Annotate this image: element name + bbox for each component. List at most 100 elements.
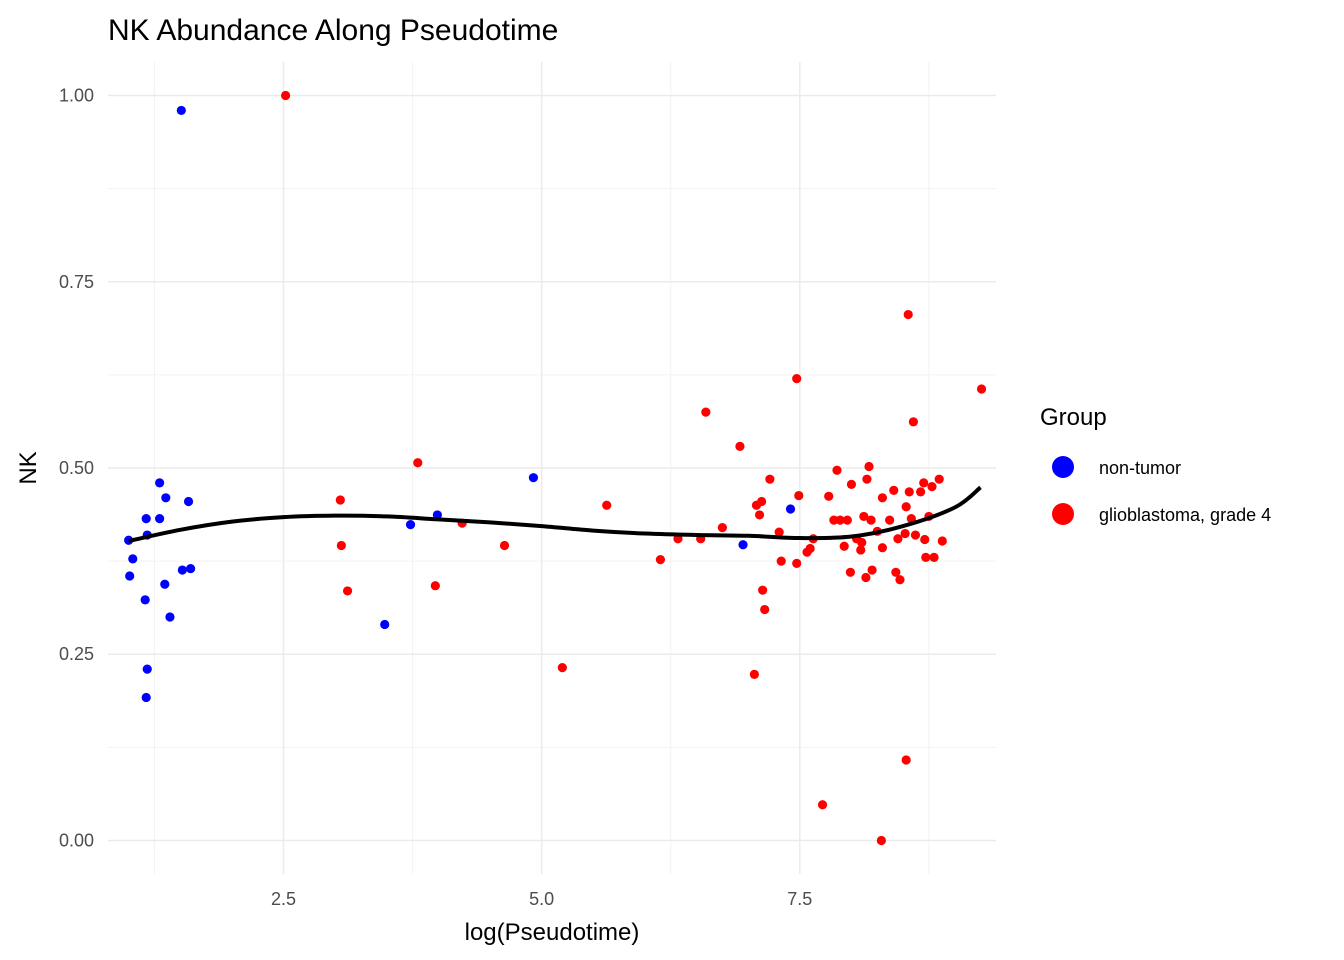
point-glioblastoma xyxy=(908,417,918,427)
point-glioblastoma xyxy=(903,309,913,320)
point-glioblastoma xyxy=(817,800,828,810)
point-glioblastoma xyxy=(934,474,944,484)
point-glioblastoma xyxy=(792,558,802,568)
point-glioblastoma xyxy=(794,490,804,501)
point-glioblastoma xyxy=(842,515,852,525)
grid xyxy=(108,62,996,874)
point-glioblastoma xyxy=(976,384,987,394)
legend-key-non-tumor xyxy=(1052,456,1074,478)
point-non-tumor xyxy=(738,540,748,550)
point-non-tumor xyxy=(405,520,416,530)
legend-label-glioblastoma: glioblastoma, grade 4 xyxy=(1099,505,1271,525)
x-axis-title: log(Pseudotime) xyxy=(465,919,640,946)
point-glioblastoma xyxy=(866,515,876,525)
point-glioblastoma xyxy=(557,663,567,673)
point-non-tumor xyxy=(140,595,150,605)
smooth-trend-line xyxy=(128,485,982,543)
point-non-tumor xyxy=(142,664,152,674)
point-glioblastoma xyxy=(342,586,353,596)
legend-key-glioblastoma xyxy=(1052,503,1074,525)
y-tick-labels: 0.00 0.25 0.50 0.75 1.00 xyxy=(59,86,94,851)
point-glioblastoma xyxy=(921,552,931,562)
point-glioblastoma xyxy=(832,465,842,475)
point-glioblastoma xyxy=(717,522,727,533)
point-glioblastoma xyxy=(857,537,867,548)
legend: Group non-tumor glioblastoma, grade 4 xyxy=(1040,404,1271,525)
y-tick-label: 0.75 xyxy=(59,272,94,292)
y-tick-label: 0.50 xyxy=(59,458,94,478)
point-glioblastoma xyxy=(901,755,911,765)
point-glioblastoma xyxy=(919,478,929,488)
point-glioblastoma xyxy=(839,541,849,551)
point-glioblastoma xyxy=(760,604,770,615)
point-non-tumor xyxy=(161,493,171,503)
point-non-tumor xyxy=(183,496,194,507)
point-glioblastoma xyxy=(929,552,939,562)
y-tick-label: 0.00 xyxy=(59,830,94,850)
point-glioblastoma xyxy=(774,527,784,537)
point-glioblastoma xyxy=(864,461,874,472)
y-tick-label: 0.25 xyxy=(59,644,94,664)
x-tick-label: 2.5 xyxy=(271,889,296,909)
point-glioblastoma xyxy=(920,534,930,545)
point-glioblastoma xyxy=(889,485,899,495)
point-glioblastoma xyxy=(749,669,759,679)
point-glioblastoma xyxy=(893,534,903,544)
point-glioblastoma xyxy=(499,540,510,551)
point-glioblastoma xyxy=(765,474,775,484)
point-glioblastoma xyxy=(910,530,921,540)
point-non-tumor xyxy=(155,478,165,488)
point-glioblastoma xyxy=(805,543,815,554)
x-tick-label: 5.0 xyxy=(529,889,554,909)
point-glioblastoma xyxy=(758,585,768,595)
point-glioblastoma xyxy=(655,555,666,565)
point-non-tumor xyxy=(155,514,165,524)
point-glioblastoma xyxy=(867,565,877,575)
point-glioblastoma xyxy=(900,528,910,539)
point-glioblastoma xyxy=(336,540,346,551)
chart-title: NK Abundance Along Pseudotime xyxy=(108,14,558,47)
point-glioblastoma xyxy=(701,407,711,417)
point-glioblastoma xyxy=(861,572,871,583)
point-glioblastoma xyxy=(835,515,845,525)
point-glioblastoma xyxy=(824,491,834,501)
point-non-tumor xyxy=(125,571,135,581)
point-glioblastoma xyxy=(757,496,767,507)
point-glioblastoma xyxy=(602,500,612,510)
point-glioblastoma xyxy=(776,556,786,566)
y-axis-title: NK xyxy=(15,451,42,484)
point-non-tumor xyxy=(128,554,138,564)
point-glioblastoma xyxy=(856,545,866,555)
point-non-tumor xyxy=(528,473,539,483)
point-glioblastoma xyxy=(877,543,888,553)
point-non-tumor xyxy=(141,692,151,703)
point-non-tumor xyxy=(186,563,196,574)
point-non-tumor xyxy=(176,105,186,116)
x-tick-labels: 2.5 5.0 7.5 xyxy=(271,889,812,909)
point-non-tumor xyxy=(141,514,151,524)
point-non-tumor xyxy=(160,579,170,589)
point-non-tumor xyxy=(380,619,390,630)
point-glioblastoma xyxy=(877,493,888,503)
point-glioblastoma xyxy=(916,487,926,497)
point-non-tumor xyxy=(165,612,175,622)
point-glioblastoma xyxy=(862,474,872,484)
point-glioblastoma xyxy=(413,458,423,468)
point-glioblastoma xyxy=(735,441,745,451)
point-non-tumor xyxy=(177,565,187,575)
point-glioblastoma xyxy=(335,495,345,505)
point-glioblastoma xyxy=(430,581,440,591)
point-glioblastoma xyxy=(281,90,291,101)
point-glioblastoma xyxy=(891,567,901,577)
y-tick-label: 1.00 xyxy=(59,86,94,106)
x-tick-label: 7.5 xyxy=(787,889,812,909)
point-glioblastoma xyxy=(754,510,765,520)
point-glioblastoma xyxy=(895,575,905,585)
legend-title: Group xyxy=(1040,404,1107,431)
point-glioblastoma xyxy=(927,482,937,492)
point-glioblastoma xyxy=(846,479,857,489)
point-glioblastoma xyxy=(792,374,802,384)
point-non-tumor xyxy=(785,504,796,514)
point-glioblastoma xyxy=(937,536,947,546)
